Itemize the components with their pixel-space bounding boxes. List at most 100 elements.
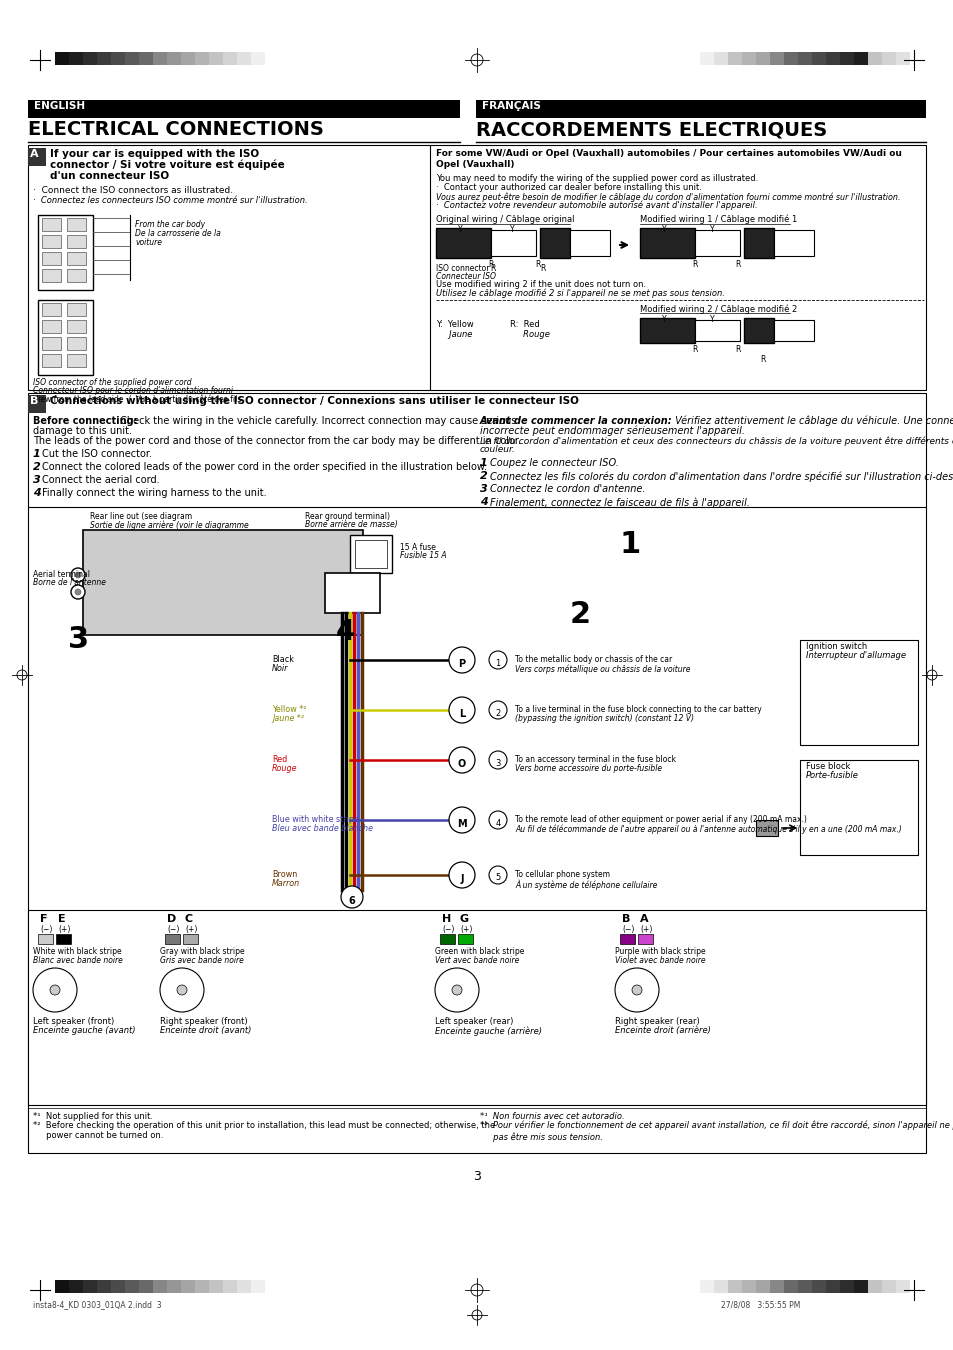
Text: Aerial terminal: Aerial terminal — [33, 570, 90, 579]
Bar — [28, 396, 46, 413]
Text: Modified wiring 2 / Câblage modifié 2: Modified wiring 2 / Câblage modifié 2 — [639, 304, 797, 313]
Text: (+): (+) — [459, 925, 472, 934]
Bar — [769, 53, 783, 65]
Bar — [223, 1280, 236, 1293]
Bar — [491, 230, 536, 256]
Bar — [42, 217, 61, 231]
Text: Marron: Marron — [272, 879, 300, 888]
Circle shape — [489, 701, 506, 720]
Text: Yellow *²: Yellow *² — [272, 705, 306, 714]
Text: Y: Y — [709, 315, 714, 324]
Bar — [800, 760, 917, 855]
Text: Y: Y — [661, 315, 666, 324]
Bar — [38, 300, 92, 375]
Circle shape — [340, 886, 363, 909]
Bar — [28, 910, 925, 1106]
Text: The leads of the power cord and those of the connector from the car body may be : The leads of the power cord and those of… — [33, 436, 520, 446]
Bar — [181, 53, 194, 65]
Bar — [209, 53, 223, 65]
Bar — [769, 1280, 783, 1293]
Bar — [28, 100, 459, 117]
Text: Connectez le cordon d'antenne.: Connectez le cordon d'antenne. — [490, 485, 645, 494]
Text: (+): (+) — [639, 925, 652, 934]
Bar — [251, 1280, 265, 1293]
Text: Utilisez le câblage modifié 2 si l'appareil ne se met pas sous tension.: Utilisez le câblage modifié 2 si l'appar… — [436, 289, 724, 298]
Bar — [569, 230, 609, 256]
Circle shape — [71, 568, 85, 582]
Bar — [713, 1280, 727, 1293]
Text: Vers borne accessoire du porte-fusible: Vers borne accessoire du porte-fusible — [515, 764, 661, 774]
Text: Before connecting:: Before connecting: — [33, 416, 137, 427]
Bar — [67, 252, 86, 265]
Text: J: J — [459, 873, 463, 884]
Text: Purple with black stripe: Purple with black stripe — [615, 946, 705, 956]
Text: Enceinte gauche (arrière): Enceinte gauche (arrière) — [435, 1026, 541, 1035]
Text: (−): (−) — [621, 925, 634, 934]
Text: 3: 3 — [473, 1170, 480, 1183]
Text: ENGLISH: ENGLISH — [34, 101, 85, 111]
Text: Interrupteur d'allumage: Interrupteur d'allumage — [805, 651, 905, 660]
Text: Gray with black stripe: Gray with black stripe — [160, 946, 244, 956]
Text: Enceinte droit (arrière): Enceinte droit (arrière) — [615, 1026, 710, 1035]
Text: 15 A fuse: 15 A fuse — [399, 543, 436, 552]
Bar — [727, 53, 741, 65]
Text: Use modified wiring 2 if the unit does not turn on.: Use modified wiring 2 if the unit does n… — [436, 279, 645, 289]
Text: Finally connect the wiring harness to the unit.: Finally connect the wiring harness to th… — [42, 487, 266, 498]
Text: 2: 2 — [569, 599, 591, 629]
Bar — [700, 1280, 713, 1293]
Text: B: B — [30, 396, 38, 406]
Text: Left speaker (front): Left speaker (front) — [33, 1017, 114, 1026]
Bar — [350, 535, 392, 572]
Text: FRANÇAIS: FRANÇAIS — [481, 101, 540, 111]
Text: Brown: Brown — [272, 869, 297, 879]
Bar — [83, 1280, 97, 1293]
Bar — [152, 53, 167, 65]
Text: F: F — [40, 914, 48, 923]
Text: Connect the colored leads of the power cord in the order specified in the illust: Connect the colored leads of the power c… — [42, 462, 486, 472]
Bar — [895, 53, 909, 65]
Bar — [867, 1280, 882, 1293]
Bar — [183, 934, 198, 944]
Text: 27/8/08   3:55:55 PM: 27/8/08 3:55:55 PM — [720, 1300, 800, 1310]
Bar — [125, 1280, 139, 1293]
Text: R: R — [691, 261, 697, 269]
Text: 4: 4 — [33, 487, 41, 498]
Text: 6: 6 — [348, 896, 355, 906]
Circle shape — [160, 968, 204, 1012]
Bar — [56, 934, 71, 944]
Bar — [727, 1280, 741, 1293]
Bar — [853, 53, 867, 65]
Text: Y: Y — [510, 225, 514, 234]
Text: Y: Y — [661, 225, 666, 234]
Text: Fuse block: Fuse block — [805, 761, 849, 771]
Text: De la carrosserie de la: De la carrosserie de la — [135, 230, 220, 238]
Bar — [695, 320, 740, 342]
Bar — [67, 235, 86, 248]
Text: Bleu avec bande blanche: Bleu avec bande blanche — [272, 824, 373, 833]
Circle shape — [631, 986, 641, 995]
Bar — [755, 53, 769, 65]
Text: E: E — [58, 914, 66, 923]
Text: Avant de commencer la connexion:: Avant de commencer la connexion: — [479, 416, 672, 427]
Text: 2: 2 — [495, 709, 500, 717]
Bar — [867, 53, 882, 65]
Bar — [436, 228, 491, 258]
Bar — [325, 572, 379, 613]
Text: Black: Black — [272, 655, 294, 664]
Bar — [639, 319, 695, 343]
Bar — [853, 1280, 867, 1293]
Text: couleur.: couleur. — [479, 446, 516, 454]
Text: Vert avec bande noire: Vert avec bande noire — [435, 956, 518, 965]
Text: R: R — [539, 265, 545, 273]
Text: Enceinte gauche (avant): Enceinte gauche (avant) — [33, 1026, 135, 1035]
Bar — [97, 1280, 111, 1293]
Text: voiture: voiture — [135, 238, 162, 247]
Text: (+): (+) — [58, 925, 71, 934]
Text: 1: 1 — [479, 458, 487, 468]
Bar — [743, 228, 773, 258]
Text: To cellular phone system: To cellular phone system — [515, 869, 609, 879]
Text: Porte-fusible: Porte-fusible — [805, 771, 858, 780]
Bar — [713, 53, 727, 65]
Bar — [619, 934, 635, 944]
Bar — [38, 934, 53, 944]
